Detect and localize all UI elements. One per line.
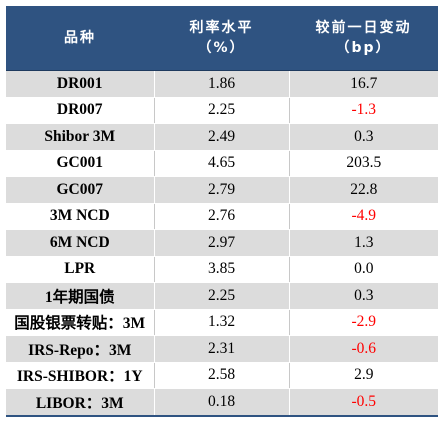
rate-value: 2.25 [154,97,290,124]
instrument-name: GC007 [6,176,155,204]
instrument-name: LIBOR：3M [6,388,155,417]
rate-value: 4.65 [154,150,290,177]
instrument-name: GC001 [6,150,155,177]
rate-value: 3.85 [154,256,290,283]
header-daily-change: 较前一日变动 （bp） [289,6,438,71]
change-value: 0.3 [289,123,438,151]
table-row: Shibor 3M 2.49 0.3 [6,123,438,151]
table-row: 6M NCD 2.97 1.3 [6,229,438,257]
rate-value: 2.31 [154,335,290,363]
table-row: 3M NCD 2.76 -4.9 [6,203,438,230]
table-row: GC001 4.65 203.5 [6,150,438,177]
rate-value: 2.58 [154,362,290,389]
header-instrument: 品种 [6,6,154,71]
table-row: DR001 1.86 16.7 [6,70,438,98]
change-value: 1.3 [289,229,438,257]
instrument-name: IRS-SHIBOR：1Y [6,362,155,389]
table-header: 品种 利率水平 （%） 较前一日变动 （bp） [6,6,438,71]
change-value: -0.5 [289,388,438,417]
rate-value: 2.49 [154,123,290,151]
change-value: -4.9 [289,203,438,230]
instrument-name: 6M NCD [6,229,155,257]
instrument-name: 3M NCD [6,203,155,230]
instrument-name: DR007 [6,97,155,124]
table-body: DR001 1.86 16.7 DR007 2.25 -1.3 Shibor 3… [6,70,438,417]
instrument-name: 国股银票转贴：3M [6,309,155,336]
rate-value: 1.86 [154,70,290,98]
change-value: -1.3 [289,97,438,124]
change-value: 22.8 [289,176,438,204]
instrument-name: LPR [6,256,155,283]
instrument-name: 1年期国债 [6,282,155,310]
change-value: 0.3 [289,282,438,310]
change-value: 2.9 [289,362,438,389]
instrument-name: Shibor 3M [6,123,155,151]
header-daily-change-unit: （bp） [335,40,392,56]
change-value: -0.6 [289,335,438,363]
rate-value: 2.76 [154,203,290,230]
change-value: 16.7 [289,70,438,98]
header-rate-level-unit: （%） [197,40,246,56]
rate-value: 2.25 [154,282,290,310]
rate-value: 0.18 [154,388,290,417]
table-row: 国股银票转贴：3M 1.32 -2.9 [6,309,438,336]
header-rate-level: 利率水平 （%） [154,6,289,71]
table-row: LIBOR：3M 0.18 -0.5 [6,388,438,417]
table-row: DR007 2.25 -1.3 [6,97,438,124]
table-row: IRS-SHIBOR：1Y 2.58 2.9 [6,362,438,389]
table-row: GC007 2.79 22.8 [6,176,438,204]
instrument-name: DR001 [6,70,155,98]
change-value: 203.5 [289,150,438,177]
header-rate-level-label: 利率水平 [189,20,254,36]
change-value: 0.0 [289,256,438,283]
rate-value: 2.79 [154,176,290,204]
rate-value: 2.97 [154,229,290,257]
interest-rate-table: 品种 利率水平 （%） 较前一日变动 （bp） DR001 1.86 16.7 … [6,6,438,417]
table-row: LPR 3.85 0.0 [6,256,438,283]
table-row: 1年期国债 2.25 0.3 [6,282,438,310]
table-row: IRS-Repo：3M 2.31 -0.6 [6,335,438,363]
change-value: -2.9 [289,309,438,336]
header-daily-change-label: 较前一日变动 [315,20,412,36]
instrument-name: IRS-Repo：3M [6,335,155,363]
header-row: 品种 利率水平 （%） 较前一日变动 （bp） [6,6,438,71]
rate-value: 1.32 [154,309,290,336]
